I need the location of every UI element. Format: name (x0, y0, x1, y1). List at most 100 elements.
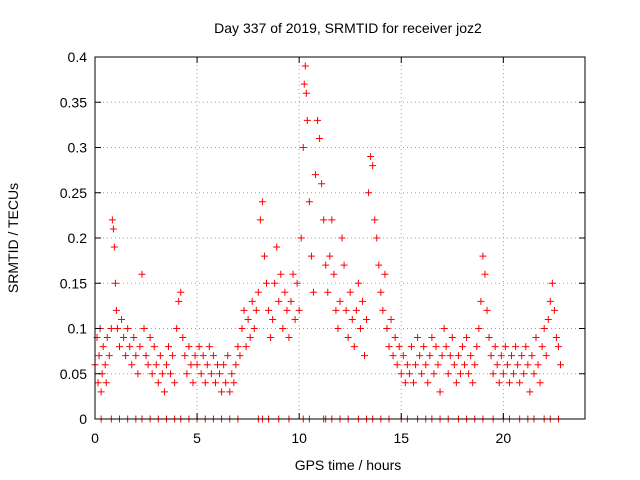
data-point (144, 361, 152, 369)
data-point (250, 325, 258, 332)
data-point (126, 343, 134, 351)
data-point (146, 334, 154, 342)
data-point (201, 379, 209, 387)
data-point (540, 325, 548, 332)
data-point (424, 379, 432, 387)
data-point (122, 352, 130, 360)
data-point (465, 370, 473, 378)
data-point (95, 352, 103, 360)
data-point (501, 343, 509, 351)
data-point (263, 279, 270, 287)
data-point (483, 306, 491, 314)
data-point (489, 370, 497, 378)
tick-labels-layer: 0 0.05 0.1 0.15 0.2 0.25 0.3 0.35 0.4 0 5 10 15 20 (60, 49, 512, 446)
data-point (473, 343, 481, 351)
y-tick-label: 0.15 (60, 275, 87, 291)
data-point (305, 198, 313, 206)
data-point (352, 306, 360, 314)
chart-title: Day 337 of 2019, SRMTID for receiver joz… (214, 20, 482, 36)
data-point (377, 288, 385, 296)
data-point (269, 315, 277, 323)
data-point (108, 216, 116, 224)
data-point (348, 315, 356, 323)
data-point (485, 334, 493, 342)
data-point (169, 352, 177, 360)
data-point (326, 252, 334, 260)
data-point (124, 325, 132, 332)
data-point (97, 388, 105, 396)
data-point (412, 361, 420, 369)
data-point (199, 352, 207, 360)
data-point (459, 343, 466, 351)
data-point (240, 306, 248, 314)
data-point (503, 361, 511, 369)
data-point (365, 189, 373, 197)
data-point (385, 343, 393, 351)
data-point (116, 343, 123, 351)
data-point (446, 352, 454, 360)
data-point (344, 334, 352, 342)
data-point (238, 325, 246, 332)
data-point (340, 261, 348, 269)
data-point (528, 352, 536, 360)
data-point (487, 352, 495, 360)
data-point (512, 343, 520, 351)
x-tick-label: 15 (393, 430, 409, 446)
data-point (154, 379, 162, 387)
data-point (456, 370, 464, 378)
data-point (373, 234, 381, 242)
data-point (452, 379, 460, 387)
data-point (181, 352, 189, 360)
data-point (314, 116, 322, 124)
data-point (234, 343, 242, 351)
data-point (107, 325, 115, 332)
y-tick-label: 0.1 (68, 321, 88, 337)
data-point (418, 370, 426, 378)
data-point (522, 343, 530, 351)
data-point (536, 379, 544, 387)
data-point (334, 325, 342, 332)
data-point (111, 279, 119, 287)
data-point (256, 216, 264, 224)
data-point (110, 243, 118, 251)
data-point (497, 352, 505, 360)
data-point (322, 261, 330, 269)
y-tick-label: 0.3 (68, 140, 88, 156)
data-point (179, 334, 187, 342)
data-point (479, 252, 487, 260)
data-point (391, 334, 399, 342)
data-point (342, 306, 350, 314)
data-point (410, 379, 417, 387)
x-tick-label: 20 (496, 430, 512, 446)
data-point (189, 379, 197, 387)
data-point (552, 334, 560, 342)
data-point (236, 352, 244, 360)
data-point (293, 279, 301, 287)
data-point (279, 325, 287, 332)
data-point (193, 361, 201, 369)
data-point (209, 352, 217, 360)
data-point (548, 279, 556, 287)
data-point (432, 343, 440, 351)
data-point (254, 288, 262, 296)
data-point (367, 153, 375, 161)
data-point (113, 325, 121, 332)
data-point (358, 297, 366, 305)
data-point (267, 334, 275, 342)
data-point (112, 306, 120, 314)
data-point (307, 252, 315, 260)
data-point (461, 361, 469, 369)
data-point (246, 334, 254, 342)
data-point (105, 352, 113, 360)
data-point (440, 325, 448, 332)
data-point (142, 352, 150, 360)
data-point (401, 379, 409, 387)
data-point (430, 370, 438, 378)
data-point (187, 361, 195, 369)
data-point (136, 343, 144, 351)
data-point (183, 370, 191, 378)
data-point (232, 361, 240, 369)
data-point (277, 270, 285, 278)
data-point (493, 361, 501, 369)
y-tick-label: 0.35 (60, 94, 87, 110)
